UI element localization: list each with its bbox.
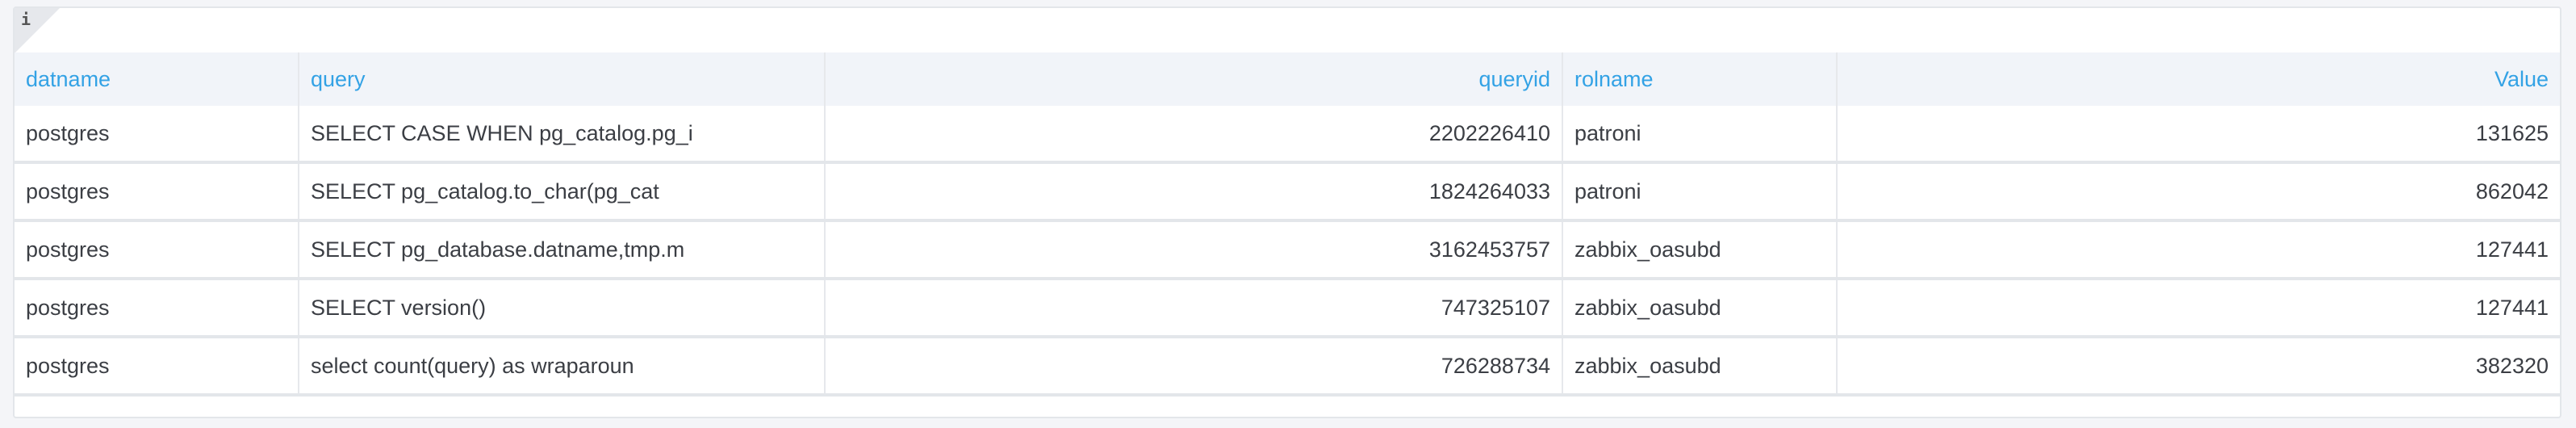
header-row: datname query queryid rolname Value (15, 52, 2560, 106)
table-row: postgres select count(query) as wraparoun… (15, 337, 2560, 397)
cell-value: 131625 (1837, 106, 2560, 164)
cell-datname: postgres (15, 106, 299, 164)
cell-queryid: 726288734 (825, 337, 1563, 397)
cell-rolname: zabbix_oasubd (1562, 279, 1838, 338)
cell-datname: postgres (15, 337, 299, 397)
panel-info-corner[interactable] (15, 8, 60, 53)
cell-query: SELECT pg_catalog.to_char(pg_cat (299, 162, 826, 222)
column-header-datname[interactable]: datname (15, 52, 299, 106)
cell-value: 127441 (1837, 220, 2560, 280)
cell-queryid: 1824264033 (825, 162, 1563, 222)
data-table: datname query queryid rolname Value post… (15, 52, 2560, 397)
cell-query: SELECT CASE WHEN pg_catalog.pg_i (299, 106, 826, 164)
column-header-value[interactable]: Value (1837, 52, 2560, 106)
info-icon[interactable]: i (21, 10, 31, 29)
table-panel: i datname query queryid rolname Value po… (13, 6, 2561, 418)
cell-queryid: 3162453757 (825, 220, 1563, 280)
column-header-queryid[interactable]: queryid (825, 52, 1563, 106)
column-header-query[interactable]: query (299, 52, 826, 106)
cell-datname: postgres (15, 162, 299, 222)
cell-query: select count(query) as wraparoun (299, 337, 826, 397)
cell-rolname: patroni (1562, 162, 1838, 222)
cell-query: SELECT pg_database.datname,tmp.m (299, 220, 826, 280)
cell-datname: postgres (15, 220, 299, 280)
cell-value: 127441 (1837, 279, 2560, 338)
cell-queryid: 747325107 (825, 279, 1563, 338)
cell-value: 862042 (1837, 162, 2560, 222)
table-row: postgres SELECT pg_database.datname,tmp.m… (15, 220, 2560, 280)
cell-rolname: zabbix_oasubd (1562, 220, 1838, 280)
cell-value: 382320 (1837, 337, 2560, 397)
cell-rolname: zabbix_oasubd (1562, 337, 1838, 397)
cell-queryid: 2202226410 (825, 106, 1563, 164)
table-row: postgres SELECT pg_catalog.to_char(pg_cat… (15, 162, 2560, 222)
table-row: postgres SELECT version() 747325107 zabbix_… (15, 279, 2560, 338)
column-header-rolname[interactable]: rolname (1562, 52, 1838, 106)
table-row: postgres SELECT CASE WHEN pg_catalog.pg_i… (15, 106, 2560, 164)
cell-datname: postgres (15, 279, 299, 338)
cell-rolname: patroni (1562, 106, 1838, 164)
cell-query: SELECT version() (299, 279, 826, 338)
